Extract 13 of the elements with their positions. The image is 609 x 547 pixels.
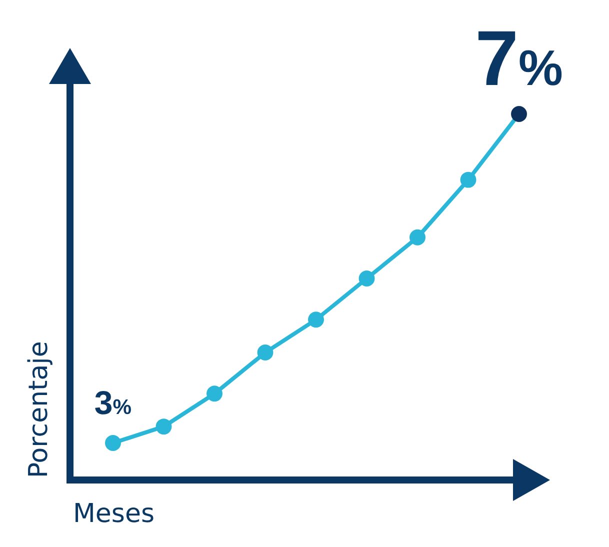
- point: [156, 418, 172, 435]
- point: [257, 344, 274, 360]
- point: [308, 312, 324, 328]
- point: [511, 106, 527, 122]
- y-axis-title: Porcentaje: [24, 341, 54, 478]
- point: [206, 386, 222, 402]
- data-label: 3%: [94, 384, 132, 421]
- data-label: 7%: [475, 14, 563, 102]
- point: [105, 435, 121, 451]
- x-axis-title: Meses: [73, 499, 155, 529]
- point: [358, 270, 375, 286]
- point: [460, 172, 476, 188]
- point: [410, 229, 426, 246]
